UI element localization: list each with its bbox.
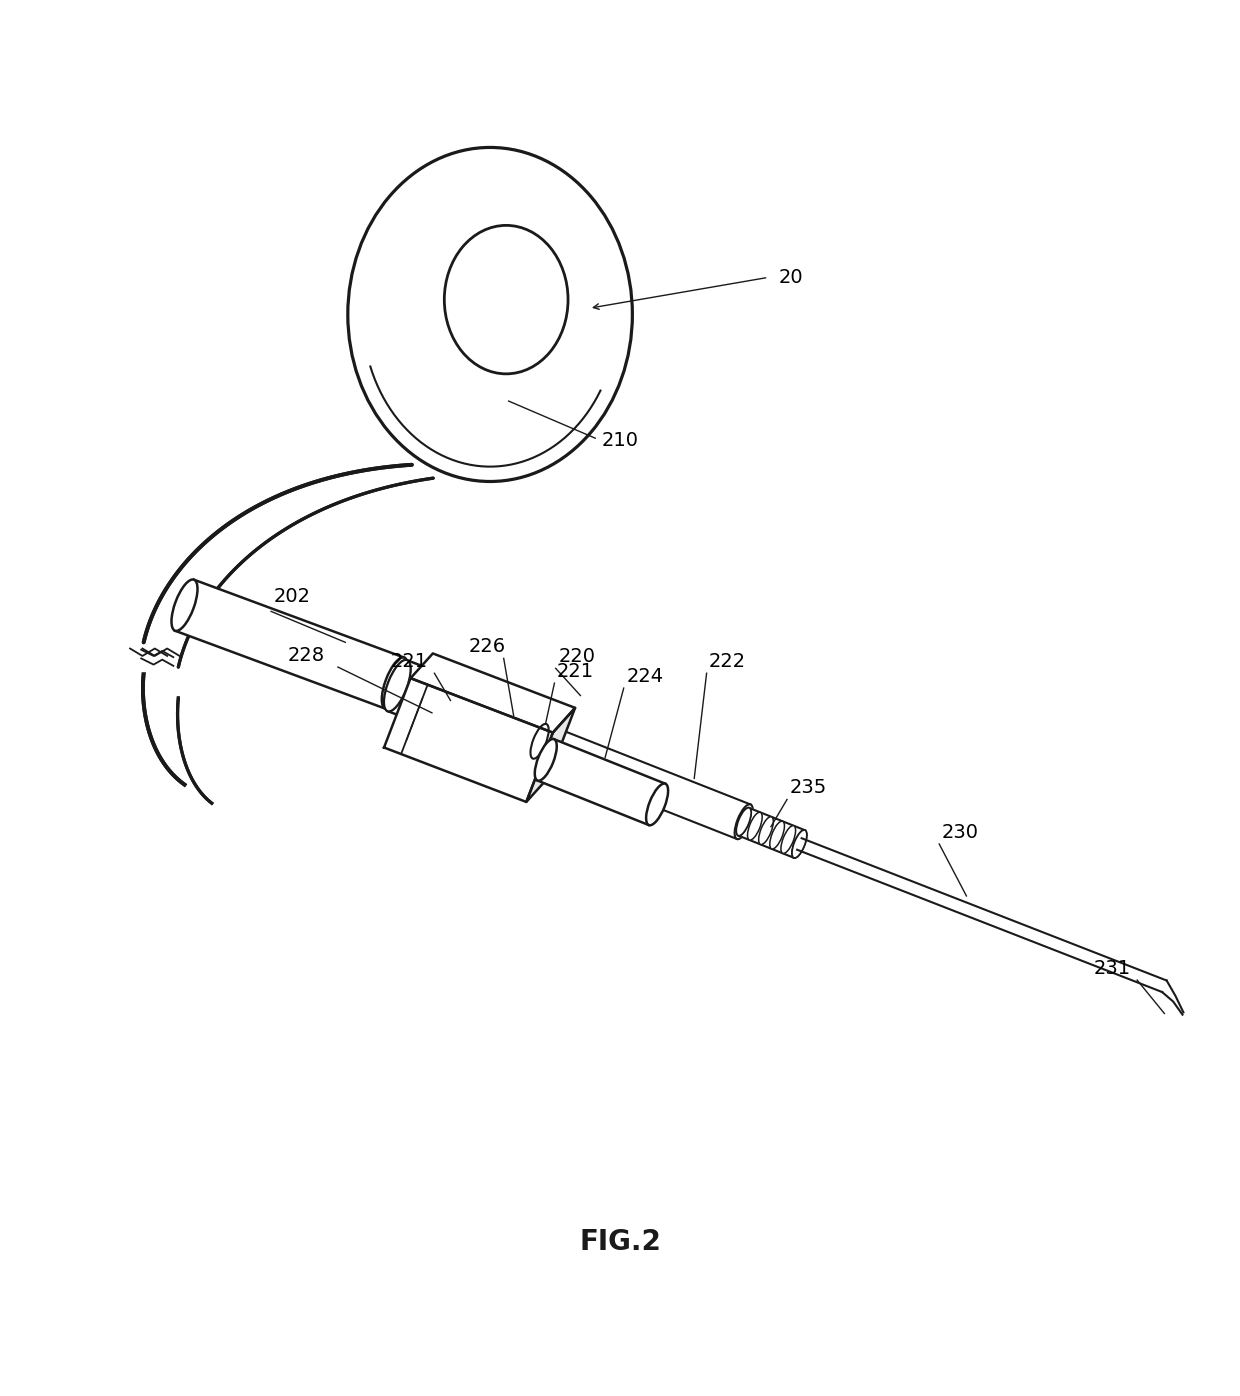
Ellipse shape [527, 715, 553, 766]
Ellipse shape [737, 808, 751, 836]
Ellipse shape [748, 812, 763, 840]
Text: FIG.2: FIG.2 [579, 1228, 661, 1256]
Ellipse shape [646, 783, 668, 825]
Ellipse shape [425, 676, 451, 727]
Ellipse shape [527, 715, 553, 766]
Text: 220: 220 [558, 646, 595, 666]
Ellipse shape [770, 821, 785, 849]
Text: 202: 202 [274, 588, 310, 606]
Polygon shape [139, 659, 169, 671]
Polygon shape [143, 673, 212, 803]
Text: 235: 235 [790, 778, 827, 797]
Polygon shape [738, 808, 805, 857]
Ellipse shape [534, 738, 557, 780]
Ellipse shape [171, 579, 197, 631]
Ellipse shape [759, 817, 774, 845]
Ellipse shape [737, 808, 751, 836]
Text: 222: 222 [709, 652, 746, 671]
Text: 221: 221 [557, 662, 594, 681]
Polygon shape [526, 708, 575, 801]
Polygon shape [533, 725, 750, 839]
Polygon shape [410, 653, 575, 733]
Ellipse shape [384, 660, 410, 712]
Text: 226: 226 [469, 637, 506, 656]
Ellipse shape [382, 658, 408, 709]
Ellipse shape [531, 725, 548, 759]
Text: 210: 210 [601, 431, 639, 450]
Polygon shape [134, 649, 174, 660]
Polygon shape [388, 660, 549, 765]
Polygon shape [797, 838, 1167, 993]
Ellipse shape [506, 706, 532, 758]
Text: 224: 224 [626, 667, 663, 685]
Polygon shape [384, 678, 553, 801]
Ellipse shape [445, 683, 471, 734]
Text: 20: 20 [779, 268, 804, 286]
Ellipse shape [792, 831, 807, 859]
Text: 230: 230 [941, 822, 978, 842]
Text: 228: 228 [288, 645, 325, 664]
Polygon shape [537, 740, 666, 825]
Polygon shape [175, 579, 404, 709]
Ellipse shape [384, 660, 410, 712]
Ellipse shape [486, 699, 512, 750]
Ellipse shape [781, 825, 796, 853]
Polygon shape [144, 465, 433, 667]
Ellipse shape [734, 804, 753, 839]
Ellipse shape [465, 691, 492, 743]
Ellipse shape [404, 667, 430, 719]
Text: 231: 231 [1094, 959, 1131, 977]
Text: 221: 221 [391, 652, 428, 671]
Ellipse shape [792, 831, 807, 859]
